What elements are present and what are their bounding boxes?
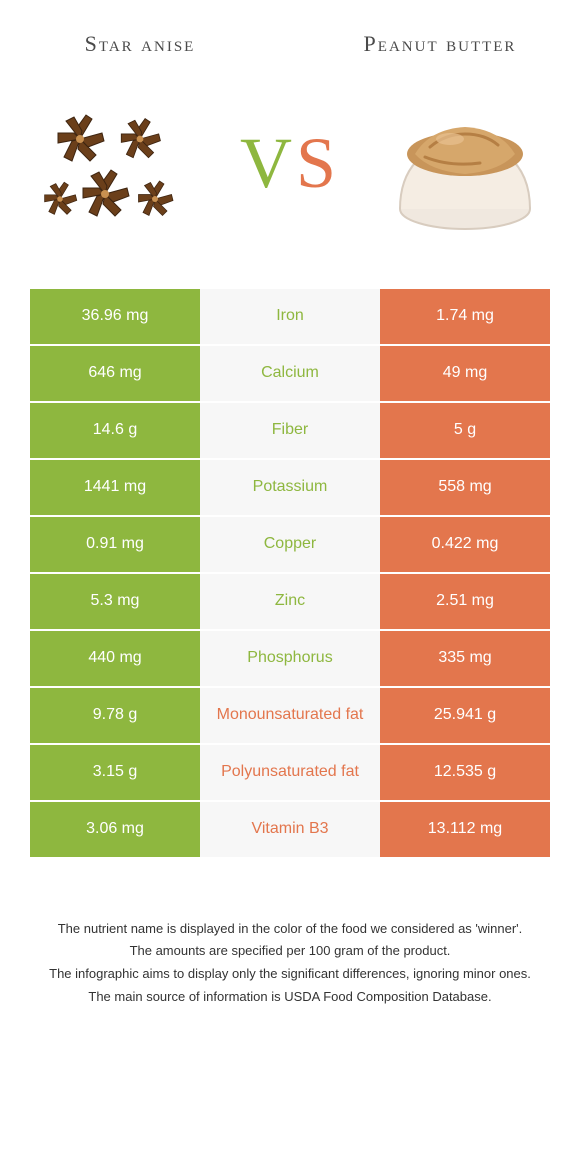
food-title-right: Peanut butter [340, 30, 540, 59]
footnotes: The nutrient name is displayed in the co… [30, 919, 550, 1008]
value-right: 49 mg [380, 346, 550, 401]
header: Star anise Peanut butter [0, 0, 580, 69]
nutrient-label: Calcium [200, 346, 380, 401]
peanut-butter-image [380, 79, 550, 249]
value-left: 1441 mg [30, 460, 200, 515]
hero-row: VS [0, 69, 580, 289]
value-right: 25.941 g [380, 688, 550, 743]
value-left: 9.78 g [30, 688, 200, 743]
nutrient-label: Fiber [200, 403, 380, 458]
value-right: 335 mg [380, 631, 550, 686]
nutrient-label: Vitamin B3 [200, 802, 380, 857]
value-left: 0.91 mg [30, 517, 200, 572]
footnote-line: The nutrient name is displayed in the co… [30, 919, 550, 940]
value-right: 2.51 mg [380, 574, 550, 629]
nutrient-row: 646 mgCalcium49 mg [30, 346, 550, 403]
value-left: 3.06 mg [30, 802, 200, 857]
vs-v: V [240, 122, 296, 205]
nutrient-row: 5.3 mgZinc2.51 mg [30, 574, 550, 631]
value-right: 12.535 g [380, 745, 550, 800]
value-left: 3.15 g [30, 745, 200, 800]
footnote-line: The infographic aims to display only the… [30, 964, 550, 985]
value-left: 14.6 g [30, 403, 200, 458]
food-title-left: Star anise [40, 30, 240, 59]
nutrient-row: 3.06 mgVitamin B313.112 mg [30, 802, 550, 859]
value-right: 1.74 mg [380, 289, 550, 344]
nutrient-row: 36.96 mgIron1.74 mg [30, 289, 550, 346]
vs-label: VS [240, 122, 340, 205]
nutrient-row: 3.15 gPolyunsaturated fat12.535 g [30, 745, 550, 802]
value-right: 5 g [380, 403, 550, 458]
nutrient-row: 9.78 gMonounsaturated fat25.941 g [30, 688, 550, 745]
value-right: 558 mg [380, 460, 550, 515]
nutrient-label: Potassium [200, 460, 380, 515]
nutrient-label: Zinc [200, 574, 380, 629]
nutrient-row: 14.6 gFiber5 g [30, 403, 550, 460]
nutrient-table: 36.96 mgIron1.74 mg646 mgCalcium49 mg14.… [30, 289, 550, 859]
value-right: 0.422 mg [380, 517, 550, 572]
star-anise-image [30, 79, 200, 249]
nutrient-label: Phosphorus [200, 631, 380, 686]
infographic: Star anise Peanut butter [0, 0, 580, 1008]
value-left: 5.3 mg [30, 574, 200, 629]
nutrient-row: 440 mgPhosphorus335 mg [30, 631, 550, 688]
nutrient-row: 1441 mgPotassium558 mg [30, 460, 550, 517]
value-left: 440 mg [30, 631, 200, 686]
value-right: 13.112 mg [380, 802, 550, 857]
value-left: 36.96 mg [30, 289, 200, 344]
nutrient-row: 0.91 mgCopper0.422 mg [30, 517, 550, 574]
vs-s: S [296, 122, 340, 205]
nutrient-label: Monounsaturated fat [200, 688, 380, 743]
value-left: 646 mg [30, 346, 200, 401]
footnote-line: The amounts are specified per 100 gram o… [30, 941, 550, 962]
nutrient-label: Polyunsaturated fat [200, 745, 380, 800]
nutrient-label: Copper [200, 517, 380, 572]
footnote-line: The main source of information is USDA F… [30, 987, 550, 1008]
nutrient-label: Iron [200, 289, 380, 344]
